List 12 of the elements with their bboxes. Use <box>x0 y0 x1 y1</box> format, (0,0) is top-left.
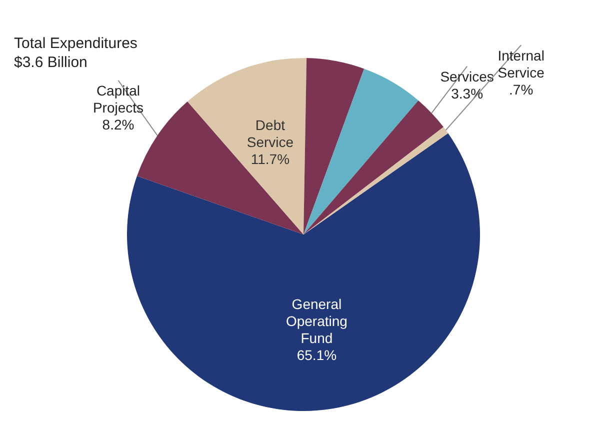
slice-label: Services <box>440 68 494 85</box>
data-label: .7% <box>509 81 534 98</box>
data-label: 11.7% <box>250 151 290 168</box>
slice-label: Internal Service <box>498 47 545 80</box>
slice-label: General Operating Fund <box>286 296 348 346</box>
data-label: 65.1% <box>296 347 337 364</box>
slice-label: Debt Service <box>246 117 294 150</box>
data-label: 3.3% <box>451 86 484 102</box>
chart-subtitle: $3.6 Billion <box>14 53 88 72</box>
slice-label: Capital Projects <box>92 82 144 116</box>
chart-title: Total Expenditures <box>14 34 138 53</box>
data-label: 8.2% <box>102 116 134 133</box>
